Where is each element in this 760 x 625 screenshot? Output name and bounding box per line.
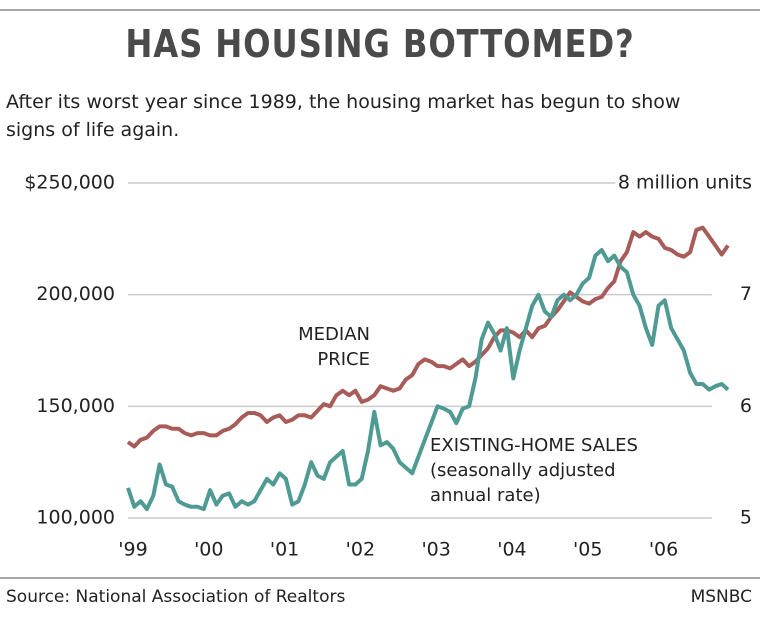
x-tick-label: '02 — [346, 539, 375, 561]
x-tick-label: '00 — [194, 539, 223, 561]
data-line — [126, 248, 730, 512]
y-tick-label: 200,000 — [36, 283, 115, 305]
y-tick-label: 100,000 — [36, 507, 115, 529]
y-tick-label: $250,000 — [24, 172, 115, 194]
x-tick-label: '01 — [270, 539, 299, 561]
x-tick-label: '03 — [421, 539, 450, 561]
chart-title: HAS HOUSING BOTTOMED? — [125, 22, 635, 66]
y2-tick-label: 7 — [740, 283, 752, 305]
source: Source: National Association of Realtors — [6, 587, 346, 607]
chart-subtitle: After its worst year since 1989, the hou… — [6, 91, 681, 141]
annotation: (seasonally adjusted annual rate) — [430, 460, 616, 506]
x-tick-label: '99 — [118, 539, 147, 561]
data-line — [126, 225, 730, 449]
x-tick-label: '04 — [497, 539, 526, 561]
y2-tick-label: 5 — [740, 507, 752, 529]
x-tick-label: '06 — [649, 539, 678, 561]
credit: MSNBC — [690, 587, 752, 607]
x-tick-label: '05 — [573, 539, 602, 561]
annotation: EXISTING-HOME SALES — [430, 435, 638, 456]
y2-tick-label: 8 million units — [618, 172, 752, 194]
y-tick-label: 150,000 — [36, 395, 115, 417]
annotation: MEDIAN PRICE — [298, 324, 370, 370]
y2-tick-label: 6 — [740, 395, 752, 417]
